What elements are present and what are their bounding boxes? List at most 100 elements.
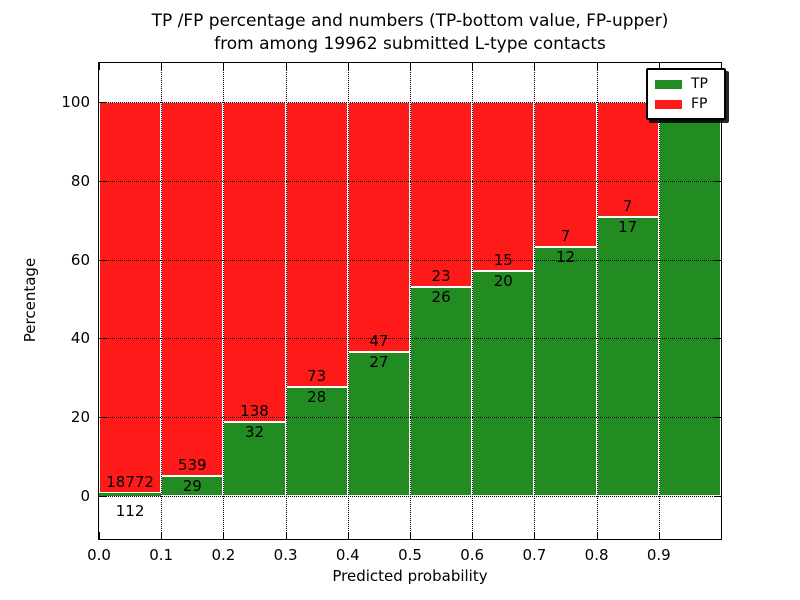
gridline-horizontal: [99, 102, 721, 104]
gridline-vertical: [161, 63, 163, 539]
gridline-vertical: [658, 63, 660, 539]
gridline-horizontal: [99, 259, 721, 261]
x-tick-label: 0.5: [398, 546, 422, 564]
legend-entry-fp: FP: [655, 94, 717, 114]
x-tick-label: 0.3: [273, 546, 298, 564]
legend-label-fp: FP: [691, 96, 708, 112]
plot-area: 18772 112 539 29 138 32 73 28 47 27 23 26 15 20 7 12 7 17…: [98, 62, 722, 540]
y-axis-tick-right: [714, 181, 721, 183]
x-axis-tick: [472, 532, 474, 539]
fp-count-label: 73: [307, 366, 327, 385]
fp-count-label: 138: [240, 401, 269, 420]
y-axis-tick: [99, 495, 106, 497]
y-axis-tick: [99, 417, 106, 419]
x-axis-tick-top: [285, 63, 287, 70]
fp-count-label: 7: [622, 197, 633, 216]
x-tick-label: 0.6: [460, 546, 485, 564]
x-axis-tick-top: [596, 63, 598, 70]
bar-fp-segment: [410, 102, 473, 287]
bar-tp-segment: [223, 421, 286, 496]
x-axis-tick: [596, 532, 598, 539]
x-axis-tick: [658, 532, 660, 539]
x-tick-label: 0.1: [149, 546, 174, 564]
bar-fp-segment: [472, 102, 535, 271]
fp-color-swatch-icon: [655, 99, 682, 109]
x-axis-tick-top: [410, 63, 411, 70]
y-tick-label: 60: [70, 250, 90, 269]
y-tick-label: 40: [70, 329, 90, 348]
y-tick-label: 80: [70, 172, 90, 191]
tp-count-label: 17: [618, 218, 638, 237]
y-tick-label: 20: [70, 408, 90, 427]
x-tick-label: 0.2: [211, 546, 236, 564]
fp-count-label: 7: [560, 227, 571, 246]
y-axis-tick-right: [714, 417, 721, 419]
legend-entry-tp: TP: [655, 74, 717, 94]
x-axis-tick-top: [161, 63, 163, 70]
gridline-vertical: [347, 63, 349, 539]
gridline-horizontal: [99, 495, 721, 497]
gridline-vertical: [410, 63, 411, 539]
x-axis-tick: [285, 532, 287, 539]
y-axis-tick-right: [714, 495, 721, 497]
y-axis-tick: [99, 338, 106, 340]
y-axis-tick: [99, 259, 106, 261]
fp-count-label: 18772: [106, 473, 154, 492]
x-axis-tick: [721, 532, 722, 539]
y-tick-label: 100: [61, 93, 90, 112]
x-axis-tick-top: [658, 63, 660, 70]
bar-tp-segment: [534, 247, 597, 496]
bar-tp-segment: [99, 493, 162, 496]
x-tick-label: 0.7: [522, 546, 547, 564]
gridline-vertical: [472, 63, 474, 539]
gridline-vertical: [223, 63, 225, 539]
x-axis-tick-top: [721, 63, 722, 70]
bar-tp-segment: [285, 386, 348, 496]
x-axis-tick: [534, 532, 536, 539]
tp-count-label: 28: [307, 387, 327, 406]
chart-title-line1: TP /FP percentage and numbers (TP-bottom…: [151, 11, 669, 31]
chart-title: TP /FP percentage and numbers (TP-bottom…: [98, 10, 722, 56]
x-axis-tick: [223, 532, 225, 539]
bar-fp-segment: [347, 102, 410, 353]
y-axis-tick: [99, 102, 106, 104]
bar-fp-segment: [161, 102, 224, 476]
bar-tp-segment: [347, 352, 410, 496]
x-axis-tick-top: [347, 63, 349, 70]
x-axis-tick-top: [472, 63, 474, 70]
y-axis-tick-right: [714, 338, 721, 340]
gridline-horizontal: [99, 417, 721, 419]
tp-count-label: 27: [369, 353, 389, 372]
x-tick-label: 0.0: [87, 546, 111, 564]
gridline-vertical: [534, 63, 536, 539]
tp-color-swatch-icon: [655, 79, 682, 89]
chart-title-line2: from among 19962 submitted L-type contac…: [214, 34, 606, 54]
gridline-horizontal: [99, 338, 721, 340]
fp-count-label: 15: [493, 250, 513, 269]
x-axis-tick-top: [534, 63, 536, 70]
x-axis-tick: [347, 532, 349, 539]
y-axis-title: Percentage: [21, 257, 39, 343]
x-axis-tick-top: [223, 63, 225, 70]
gridline-vertical: [285, 63, 287, 539]
bar-tp-segment: [658, 102, 721, 496]
y-axis-tick: [99, 181, 106, 183]
tp-count-label: 12: [555, 248, 576, 267]
bar-fp-segment: [534, 102, 597, 248]
x-axis-tick-top: [99, 63, 100, 70]
legend: TP FP: [646, 68, 726, 120]
y-tick-label: 0: [80, 486, 90, 505]
bar-tp-segment: [410, 286, 473, 496]
bar-fp-segment: [596, 102, 659, 218]
legend-label-tp: TP: [691, 76, 708, 92]
y-axis-tick-right: [714, 259, 721, 261]
bar-fp-segment: [99, 102, 162, 494]
x-axis-tick: [410, 532, 411, 539]
gridline-horizontal: [99, 181, 721, 183]
x-axis-title: Predicted probability: [332, 567, 488, 585]
tp-count-label: 32: [244, 422, 265, 441]
x-axis-tick: [161, 532, 163, 539]
tp-count-label: 26: [431, 287, 451, 306]
tp-count-label: 20: [493, 271, 513, 290]
